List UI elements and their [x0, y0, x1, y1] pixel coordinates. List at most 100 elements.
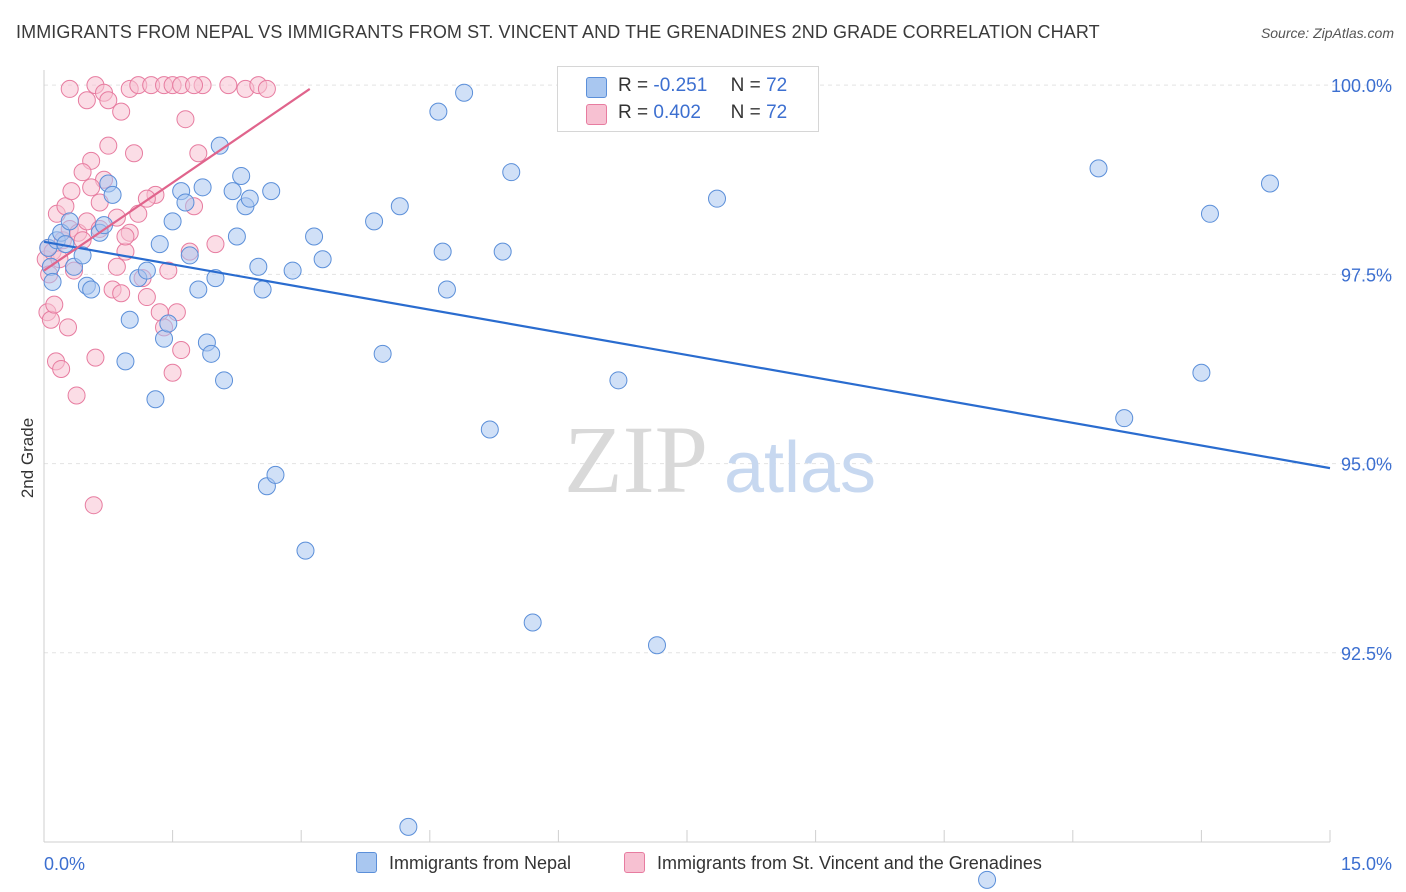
point-blue-51 — [399, 817, 418, 836]
point-blue-38 — [240, 189, 259, 208]
legend-r-value-stvincent: 0.402 — [653, 102, 701, 123]
point-pink-65 — [185, 76, 204, 95]
series-pink-points — [36, 76, 276, 515]
point-blue-31 — [206, 269, 225, 288]
point-blue-21 — [155, 329, 174, 348]
point-blue-12 — [95, 216, 114, 235]
source-label: Source: ZipAtlas.com — [1260, 25, 1394, 41]
point-blue-68 — [1115, 409, 1134, 428]
legend-r-value-nepal: -0.251 — [653, 75, 708, 96]
point-blue-14 — [103, 185, 122, 204]
point-pink-23 — [86, 348, 105, 367]
point-pink-17 — [67, 386, 86, 405]
point-pink-66 — [73, 163, 92, 182]
point-blue-10 — [82, 280, 101, 299]
point-pink-13 — [59, 318, 78, 337]
legend-n-label: N = — [730, 102, 761, 123]
point-pink-43 — [176, 110, 195, 129]
point-pink-67 — [82, 178, 101, 197]
point-blue-22 — [159, 314, 178, 333]
point-pink-12 — [56, 197, 75, 216]
legend-swatch-nepal — [586, 77, 607, 98]
point-blue-16 — [120, 310, 139, 329]
point-blue-52 — [429, 102, 448, 121]
point-blue-19 — [146, 390, 165, 409]
point-blue-8 — [73, 246, 92, 265]
point-pink-6 — [45, 295, 64, 314]
point-blue-59 — [523, 613, 542, 632]
point-blue-26 — [180, 246, 199, 265]
point-blue-50 — [390, 197, 409, 216]
point-pink-58 — [112, 102, 131, 121]
point-blue-43 — [266, 465, 285, 484]
chart-title: IMMIGRANTS FROM NEPAL VS IMMIGRANTS FROM… — [16, 22, 1100, 42]
point-pink-26 — [99, 136, 118, 155]
point-blue-49 — [373, 344, 392, 363]
point-blue-23 — [163, 212, 182, 231]
point-blue-15 — [116, 352, 135, 371]
point-pink-54 — [77, 91, 96, 110]
point-blue-56 — [480, 420, 499, 439]
y-tick-label-1: 95.0% — [1341, 455, 1392, 475]
point-blue-70 — [1200, 204, 1219, 223]
point-blue-65 — [708, 189, 727, 208]
point-pink-32 — [125, 144, 144, 163]
bottom-legend-nepal: Immigrants from Nepal — [356, 852, 571, 874]
x-tick-label-min: 0.0% — [44, 854, 85, 874]
point-blue-64 — [647, 636, 666, 655]
trend-line-blue — [43, 240, 1331, 470]
point-blue-48 — [365, 212, 384, 231]
legend-n-value-stvincent: 72 — [766, 102, 788, 123]
legend-row-nepal: R = -0.251 N = 72 — [618, 75, 787, 97]
point-blue-58 — [502, 163, 521, 182]
point-blue-34 — [223, 182, 242, 201]
y-tick-label-2: 97.5% — [1341, 265, 1392, 285]
point-blue-55 — [455, 83, 474, 102]
point-pink-40 — [163, 363, 182, 382]
point-blue-54 — [437, 280, 456, 299]
point-pink-70 — [116, 227, 135, 246]
point-blue-30 — [202, 344, 221, 363]
y-tick-label-3: 100.0% — [1331, 76, 1392, 96]
point-pink-42 — [172, 341, 191, 360]
point-blue-27 — [189, 280, 208, 299]
legend-swatch-stvincent — [586, 104, 607, 125]
y-tick-label-0: 92.5% — [1341, 644, 1392, 664]
point-blue-62 — [609, 371, 628, 390]
point-blue-45 — [296, 541, 315, 560]
bottom-legend-swatch-nepal — [356, 852, 377, 873]
point-pink-39 — [159, 261, 178, 280]
point-blue-71 — [1260, 174, 1279, 193]
point-blue-57 — [493, 242, 512, 261]
point-blue-35 — [227, 227, 246, 246]
point-pink-33 — [129, 204, 148, 223]
point-pink-29 — [112, 284, 131, 303]
bottom-legend-swatch-stvincent — [624, 852, 645, 873]
point-pink-57 — [99, 91, 118, 110]
point-blue-28 — [193, 178, 212, 197]
point-blue-46 — [305, 227, 324, 246]
legend-n-label: N = — [730, 75, 761, 96]
point-blue-53 — [433, 242, 452, 261]
bottom-legend-label-nepal: Immigrants from Nepal — [389, 853, 572, 873]
point-blue-44 — [283, 261, 302, 280]
point-blue-33 — [215, 371, 234, 390]
point-pink-35 — [137, 288, 156, 307]
bottom-legend-label-stvincent: Immigrants from St. Vincent and the Gren… — [657, 853, 1042, 873]
point-pink-53 — [60, 79, 79, 98]
trend-line-pink — [43, 88, 311, 272]
point-pink-22 — [84, 496, 103, 515]
point-pink-10 — [52, 359, 71, 378]
point-blue-18 — [137, 261, 156, 280]
point-blue-36 — [232, 166, 251, 185]
point-blue-69 — [1192, 363, 1211, 382]
point-pink-49 — [219, 76, 238, 95]
point-blue-2 — [43, 272, 62, 291]
watermark-zip: ZIP — [564, 406, 708, 513]
point-pink-4 — [41, 310, 60, 329]
point-pink-52 — [257, 79, 276, 98]
point-blue-40 — [253, 280, 272, 299]
legend-r-label: R = — [618, 102, 649, 123]
legend-n-value-nepal: 72 — [766, 75, 788, 96]
